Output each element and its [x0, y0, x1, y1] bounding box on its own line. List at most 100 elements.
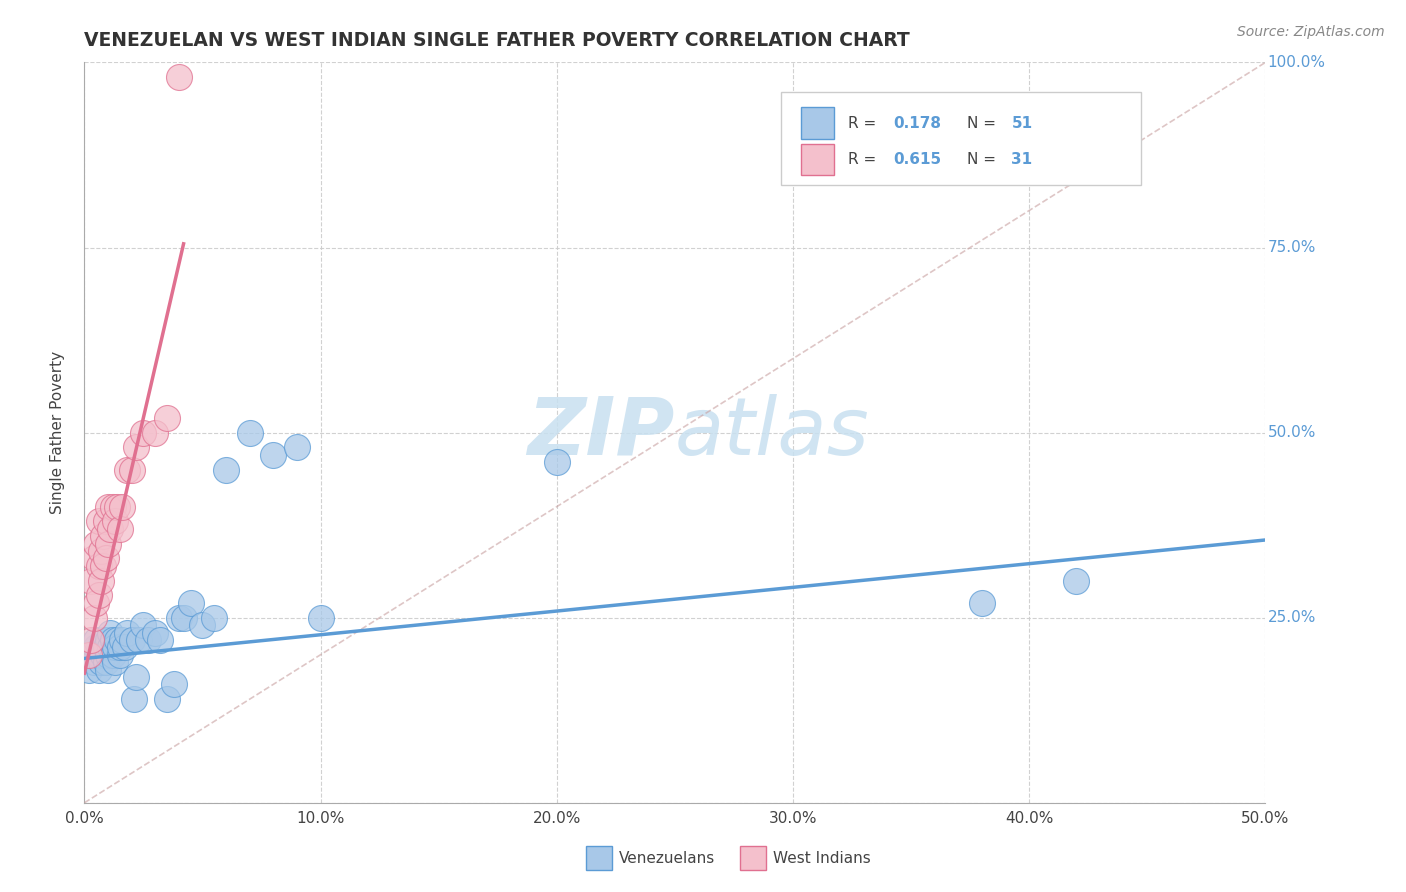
- Point: [91, 632, 114, 647]
- Point: [128, 632, 150, 647]
- Point: [98, 522, 121, 536]
- Point: [94, 515, 117, 529]
- Point: [84, 536, 107, 550]
- Point: [98, 625, 121, 640]
- Text: 51: 51: [1011, 115, 1032, 130]
- Text: 100.0%: 100.0%: [1268, 55, 1326, 70]
- Point: [108, 648, 131, 662]
- Point: [262, 448, 284, 462]
- Point: [97, 663, 120, 677]
- Point: [97, 632, 120, 647]
- Point: [94, 640, 117, 655]
- Point: [94, 655, 117, 669]
- Point: [107, 632, 129, 647]
- Point: [125, 670, 148, 684]
- Point: [77, 648, 100, 662]
- Text: 0.615: 0.615: [893, 153, 942, 167]
- Point: [111, 500, 134, 514]
- Point: [215, 462, 238, 476]
- Point: [111, 632, 134, 647]
- Text: 25.0%: 25.0%: [1268, 610, 1316, 625]
- Point: [239, 425, 262, 440]
- Point: [87, 648, 110, 662]
- FancyBboxPatch shape: [801, 107, 834, 138]
- Text: West Indians: West Indians: [773, 851, 870, 866]
- Point: [90, 544, 112, 558]
- Point: [91, 558, 114, 573]
- Point: [156, 410, 179, 425]
- Text: VENEZUELAN VS WEST INDIAN SINGLE FATHER POVERTY CORRELATION CHART: VENEZUELAN VS WEST INDIAN SINGLE FATHER …: [84, 30, 910, 50]
- Text: atlas: atlas: [675, 393, 870, 472]
- Point: [121, 632, 143, 647]
- Point: [167, 610, 190, 624]
- Point: [80, 574, 103, 588]
- Point: [87, 558, 110, 573]
- Text: R =: R =: [848, 115, 882, 130]
- FancyBboxPatch shape: [740, 847, 766, 871]
- Point: [97, 536, 120, 550]
- Point: [167, 70, 190, 85]
- Text: ZIP: ZIP: [527, 393, 675, 472]
- Point: [101, 500, 124, 514]
- Point: [202, 610, 225, 624]
- Point: [136, 632, 159, 647]
- Text: N =: N =: [966, 153, 1001, 167]
- Text: 0.178: 0.178: [893, 115, 942, 130]
- Point: [309, 610, 332, 624]
- Text: 31: 31: [1011, 153, 1032, 167]
- Point: [83, 610, 105, 624]
- Point: [107, 500, 129, 514]
- Point: [80, 648, 103, 662]
- Point: [108, 522, 131, 536]
- Text: Venezuelans: Venezuelans: [620, 851, 716, 866]
- Text: Source: ZipAtlas.com: Source: ZipAtlas.com: [1237, 25, 1385, 39]
- Point: [132, 618, 155, 632]
- Point: [91, 529, 114, 543]
- Point: [98, 640, 121, 655]
- Point: [163, 677, 186, 691]
- Point: [173, 610, 195, 624]
- Point: [191, 618, 214, 632]
- Point: [90, 574, 112, 588]
- Point: [83, 551, 105, 566]
- Point: [91, 648, 114, 662]
- Point: [87, 663, 110, 677]
- Point: [125, 441, 148, 455]
- Point: [77, 663, 100, 677]
- Text: N =: N =: [966, 115, 1001, 130]
- Point: [83, 655, 105, 669]
- Point: [104, 655, 127, 669]
- Point: [84, 596, 107, 610]
- Point: [101, 632, 124, 647]
- Point: [149, 632, 172, 647]
- Point: [143, 625, 166, 640]
- Point: [114, 640, 136, 655]
- Point: [80, 632, 103, 647]
- Y-axis label: Single Father Poverty: Single Father Poverty: [51, 351, 65, 514]
- Point: [115, 625, 138, 640]
- Point: [87, 589, 110, 603]
- Point: [180, 596, 202, 610]
- FancyBboxPatch shape: [782, 92, 1142, 185]
- Point: [108, 640, 131, 655]
- Point: [94, 551, 117, 566]
- Point: [104, 515, 127, 529]
- Point: [101, 648, 124, 662]
- Text: 75.0%: 75.0%: [1268, 240, 1316, 255]
- Point: [132, 425, 155, 440]
- Point: [84, 632, 107, 647]
- Point: [90, 640, 112, 655]
- Point: [143, 425, 166, 440]
- Point: [97, 500, 120, 514]
- Point: [97, 648, 120, 662]
- Point: [546, 455, 568, 469]
- Point: [87, 515, 110, 529]
- FancyBboxPatch shape: [801, 145, 834, 175]
- Point: [121, 462, 143, 476]
- Point: [285, 441, 308, 455]
- Point: [1066, 574, 1088, 588]
- Point: [122, 692, 145, 706]
- Text: 50.0%: 50.0%: [1268, 425, 1316, 440]
- FancyBboxPatch shape: [586, 847, 612, 871]
- Point: [84, 640, 107, 655]
